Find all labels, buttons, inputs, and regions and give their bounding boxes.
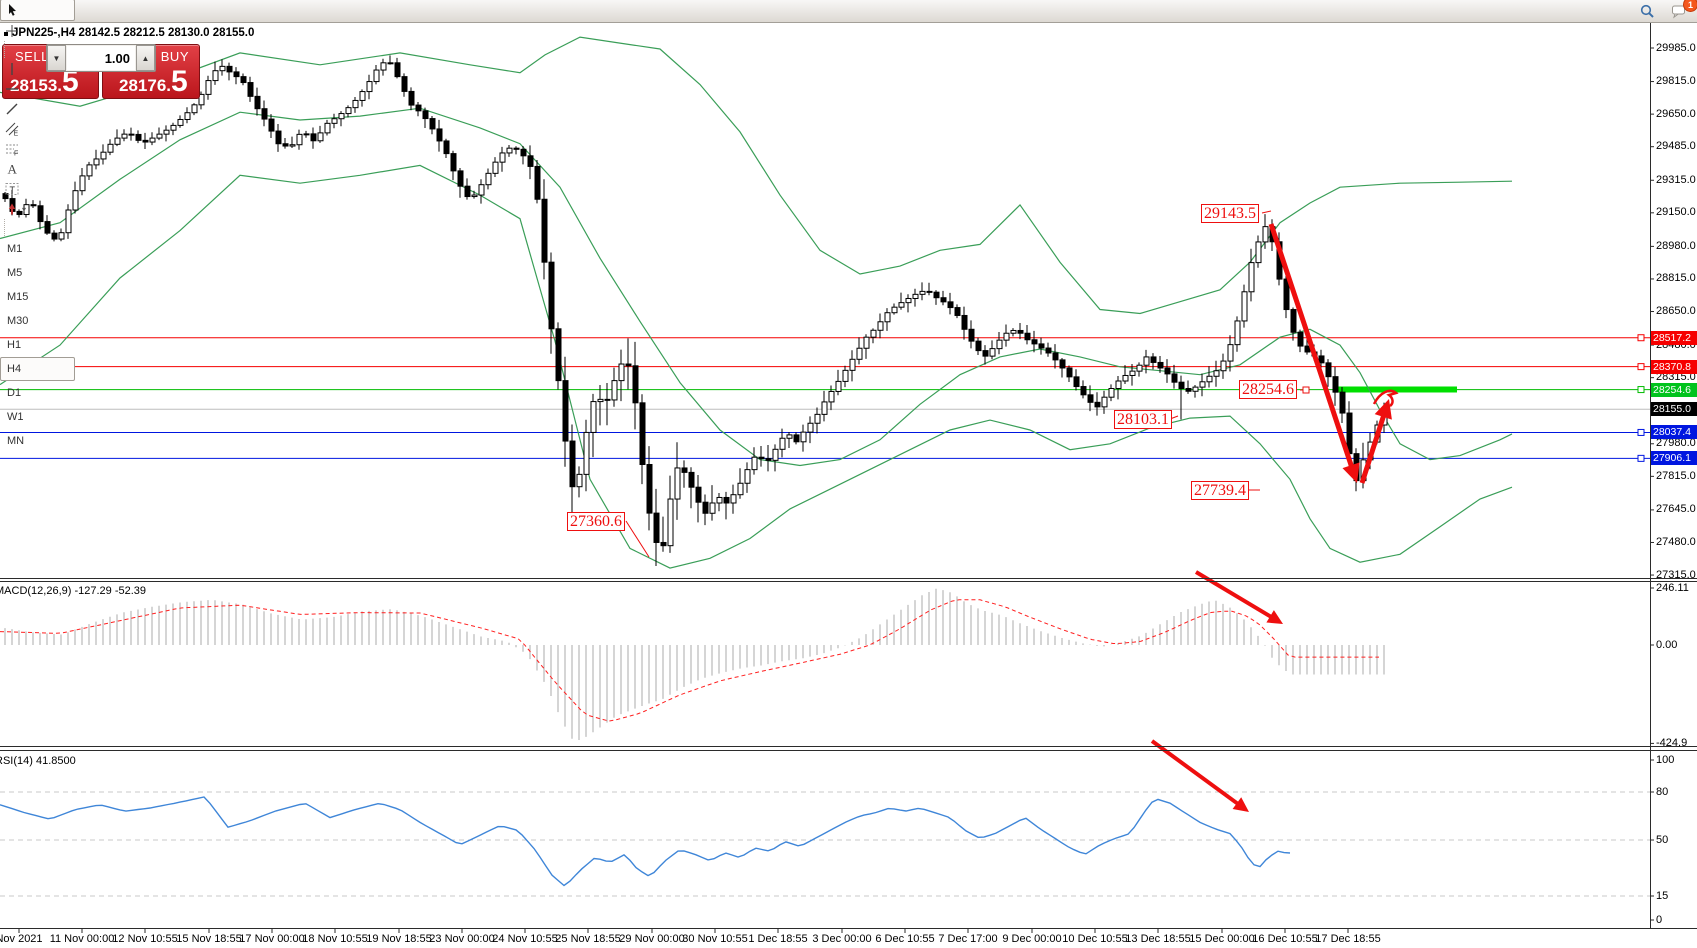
unread-badge: 1	[1683, 0, 1697, 12]
svg-text:T: T	[10, 185, 16, 195]
arrows-icon	[4, 201, 20, 217]
buy-price-big-digit: 5	[171, 65, 188, 98]
sell-price-big-digit: 5	[62, 65, 79, 98]
chat-icon	[1671, 3, 1687, 19]
sell-label: SELL	[15, 49, 49, 64]
arrows-dropdown-icon[interactable]: ▾	[22, 204, 27, 214]
text-button[interactable]: A	[0, 159, 75, 179]
channel-icon: E	[4, 121, 20, 137]
timeframe-M5-button[interactable]: M5	[7, 267, 23, 279]
buy-label: BUY	[160, 49, 189, 64]
toolbar-separator	[4, 41, 5, 58]
notifications-button[interactable]: 1	[1667, 0, 1697, 21]
timeframe-M30-button[interactable]: M30	[7, 315, 29, 327]
cursor-button[interactable]	[0, 0, 76, 21]
timeframe-MN-button[interactable]: MN	[7, 435, 25, 447]
vline-icon	[4, 61, 20, 77]
sell-price-dot: .	[57, 76, 63, 95]
vline-button[interactable]	[0, 59, 75, 79]
volume-increase-button[interactable]: ▲	[136, 45, 155, 71]
svg-text:A: A	[8, 162, 18, 177]
toolbar-separator	[4, 219, 5, 236]
timeframe-H4-button[interactable]: H4	[0, 357, 76, 381]
one-click-trade-panel: SELL 28153.5 BUY 28176.5 ▼ ▲	[2, 44, 200, 99]
buy-price: 28176.5	[119, 67, 188, 97]
arrows-button[interactable]: ▾	[0, 199, 75, 219]
volume-input[interactable]	[67, 46, 135, 70]
timeframe-H1-button[interactable]: H1	[7, 339, 22, 351]
hline-button[interactable]	[0, 79, 75, 99]
search-icon	[1639, 3, 1655, 19]
timeframe-M1-button[interactable]: M1	[7, 243, 23, 255]
label-button[interactable]: T	[0, 179, 75, 199]
buy-price-main: 28176	[119, 76, 167, 95]
trendline-button[interactable]	[0, 99, 75, 119]
sell-price: 28153.5	[10, 67, 79, 97]
volume-decrease-button[interactable]: ▼	[47, 45, 66, 71]
fibonacci-icon: F	[4, 141, 20, 157]
crosshair-button[interactable]	[0, 21, 75, 41]
hline-icon	[4, 81, 20, 97]
timeframe-M15-button[interactable]: M15	[7, 291, 29, 303]
sell-price-main: 28153	[10, 76, 58, 95]
channel-button[interactable]: E	[0, 119, 75, 139]
crosshair-icon	[4, 23, 20, 39]
text-icon: A	[4, 161, 20, 177]
trendline-icon	[4, 101, 20, 117]
buy-price-dot: .	[166, 76, 172, 95]
search-button[interactable]	[1635, 1, 1659, 21]
svg-text:F: F	[14, 151, 18, 158]
svg-text:E: E	[14, 131, 19, 138]
label-icon: T	[4, 181, 20, 197]
volume-box: ▼ ▲	[46, 44, 156, 72]
fibonacci-button[interactable]: F	[0, 139, 75, 159]
timeframe-D1-button[interactable]: D1	[7, 387, 22, 399]
cursor-icon	[4, 2, 20, 18]
timeframe-W1-button[interactable]: W1	[7, 411, 24, 423]
